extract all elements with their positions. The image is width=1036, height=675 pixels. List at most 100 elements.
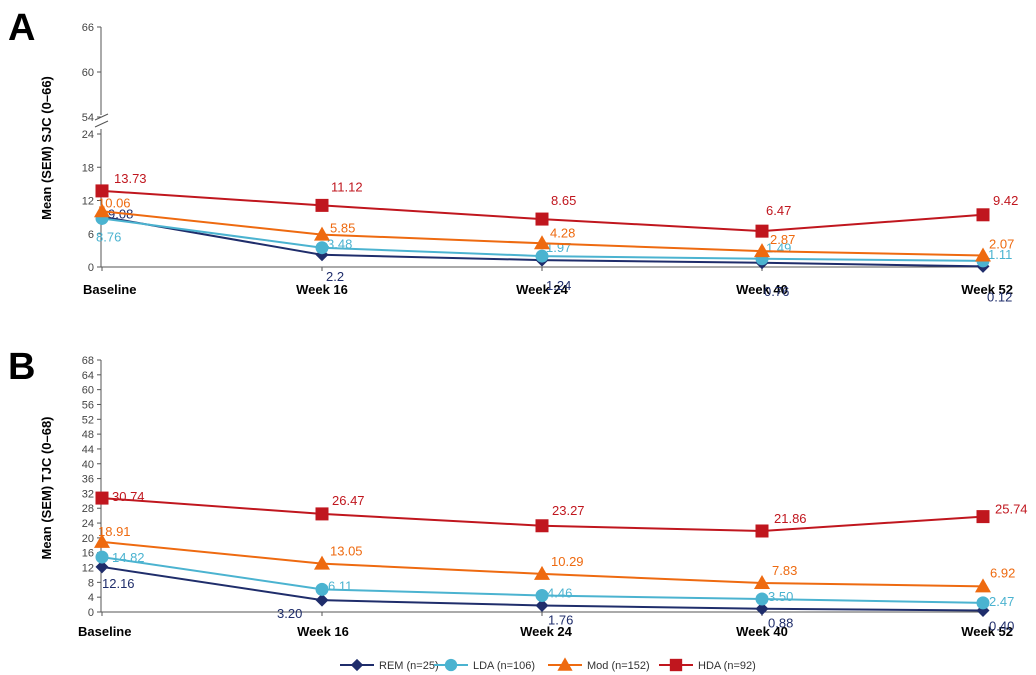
data-label: 1.11 [988, 247, 1012, 262]
y-tick-label: 6 [88, 229, 94, 241]
legend-marker-mod [557, 657, 573, 671]
data-label: 8.76 [96, 229, 121, 244]
x-category-label: Week 16 [296, 282, 348, 297]
data-point-lda [976, 596, 990, 610]
data-point-rem [755, 602, 769, 616]
x-category-label: Week 52 [961, 624, 1013, 639]
data-point-lda [315, 582, 329, 596]
data-label: 14.82 [112, 550, 145, 565]
data-label: 5.85 [330, 221, 355, 236]
y-tick-label: 0 [88, 607, 94, 619]
y-tick-label: 4 [88, 592, 94, 604]
data-label: 3.48 [327, 237, 352, 252]
x-category-label: Week 52 [961, 282, 1013, 297]
data-point-rem [535, 598, 549, 612]
data-label: 3.20 [277, 606, 302, 621]
legend-label: LDA (n=106) [473, 660, 535, 672]
data-label: 1.24 [546, 278, 571, 293]
y-tick-label: 60 [82, 385, 94, 397]
data-label: 2.87 [770, 232, 795, 247]
data-point-mod [534, 235, 550, 250]
data-point-lda [755, 592, 769, 606]
data-label: 2.47 [989, 594, 1014, 609]
data-point-hda [976, 208, 990, 222]
data-point-mod [975, 247, 991, 262]
data-point-hda [95, 184, 109, 198]
y-tick-label: 12 [82, 563, 94, 575]
y-tick-label: 54 [82, 112, 94, 124]
data-label: 2.2 [326, 269, 344, 284]
x-category-label: Week 40 [736, 624, 788, 639]
data-label: 10.06 [98, 195, 131, 210]
legend-marker-lda [444, 658, 458, 672]
data-label: 1.97 [546, 240, 571, 255]
data-point-mod [94, 533, 110, 548]
data-point-lda [315, 241, 329, 255]
x-category-label: Baseline [78, 624, 131, 639]
y-axis-label: Mean (SEM) TJC (0–68) [39, 416, 54, 559]
data-point-lda [535, 249, 549, 263]
y-tick-label: 48 [82, 429, 94, 441]
legend-label: REM (n=25) [379, 660, 439, 672]
data-label: 26.47 [332, 493, 365, 508]
y-tick-label: 24 [82, 129, 94, 141]
data-label: 9.42 [993, 193, 1018, 208]
x-category-label: Baseline [83, 282, 136, 297]
data-point-hda [755, 224, 769, 238]
axis-break-mark [94, 120, 109, 128]
data-point-mod [754, 574, 770, 589]
data-label: 8.65 [551, 193, 576, 208]
y-tick-label: 20 [82, 533, 94, 545]
y-tick-label: 68 [82, 355, 94, 367]
data-label: 21.86 [774, 511, 807, 526]
y-tick-label: 12 [82, 196, 94, 208]
data-label: 23.27 [552, 503, 585, 518]
data-label: 13.73 [114, 171, 147, 186]
data-point-rem [95, 560, 109, 574]
data-label: 7.83 [772, 563, 797, 578]
data-label: 12.16 [102, 576, 135, 591]
data-point-hda [95, 491, 109, 505]
data-point-hda [315, 198, 329, 212]
data-label: 6.47 [766, 203, 791, 218]
x-category-label: Week 16 [297, 624, 349, 639]
x-category-label: Week 24 [520, 624, 573, 639]
data-label: 30.74 [112, 489, 145, 504]
data-label: 0.76 [764, 284, 789, 299]
data-point-hda [315, 507, 329, 521]
y-tick-label: 56 [82, 399, 94, 411]
x-category-label: Week 40 [736, 282, 788, 297]
data-point-mod [975, 578, 991, 593]
data-point-lda [95, 550, 109, 564]
data-label: 25.74 [995, 502, 1028, 517]
data-label: 3.50 [768, 589, 793, 604]
data-label: 6.11 [328, 578, 352, 593]
y-tick-label: 36 [82, 474, 94, 486]
data-point-hda [755, 524, 769, 538]
panel-a-chart: 0 6 12 18 24 54 60 66 Mean (SEM) SJC (0–66) Basel… [39, 22, 1018, 304]
data-label: 0.88 [768, 616, 793, 631]
data-label: 4.46 [547, 585, 572, 600]
data-label: 18.91 [98, 524, 131, 539]
panel-a-label: A [8, 7, 35, 49]
data-point-mod [94, 203, 110, 218]
y-tick-label: 16 [82, 548, 94, 560]
y-tick-label: 24 [82, 518, 94, 530]
y-tick-label: 66 [82, 22, 94, 34]
data-label: 11.12 [331, 179, 363, 194]
data-label: 0.12 [987, 289, 1012, 304]
y-tick-label: 64 [82, 370, 94, 382]
data-label: 13.05 [330, 544, 363, 559]
x-category-label: Week 24 [516, 282, 569, 297]
data-label: 10.29 [551, 554, 584, 569]
data-point-hda [535, 212, 549, 226]
y-tick-label: 40 [82, 459, 94, 471]
data-point-mod [754, 243, 770, 258]
y-tick-label: 52 [82, 414, 94, 426]
legend-label: HDA (n=92) [698, 660, 756, 672]
legend-marker-hda [669, 658, 683, 672]
data-point-mod [314, 555, 330, 570]
axis-break-mark [94, 113, 109, 121]
